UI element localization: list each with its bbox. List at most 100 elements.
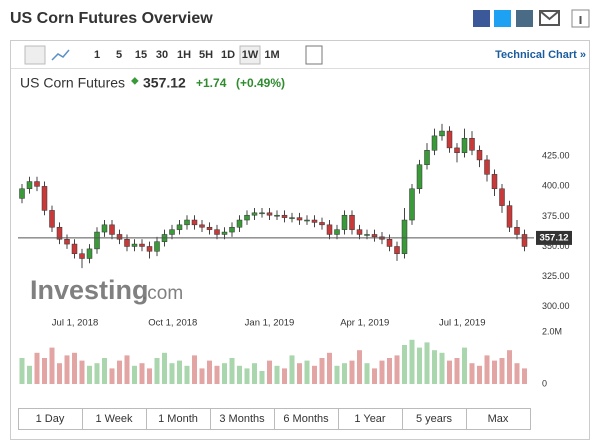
candle-body (484, 159, 490, 175)
candle-body (371, 234, 378, 238)
settings-button[interactable] (305, 45, 323, 65)
volume-bar (102, 358, 107, 384)
volume-bar (57, 363, 62, 384)
range-label[interactable]: 1 Month (158, 413, 198, 425)
volume-bar (132, 365, 137, 384)
volume-bar (424, 342, 430, 384)
candle-body (349, 214, 355, 230)
volume-bar (357, 350, 362, 384)
y-tick-label: 375.00 (542, 211, 570, 221)
last-price-label: 357.12 (539, 232, 568, 243)
up-arrow: ◆ (131, 76, 139, 87)
volume-bar (27, 365, 32, 384)
range-label[interactable]: 1 Week (95, 413, 133, 425)
interval-button[interactable]: 5H (199, 49, 213, 61)
candle-body (79, 253, 85, 259)
interval-button[interactable]: 1H (177, 49, 191, 61)
volume-bar (267, 360, 272, 384)
interval-button[interactable]: 1W (242, 49, 259, 61)
volume-bar (117, 360, 122, 384)
volume-bar (522, 368, 527, 384)
candle-body (199, 224, 205, 228)
volume-bar (124, 355, 130, 384)
candle-body (304, 219, 310, 222)
interval-button[interactable]: 1M (264, 49, 279, 61)
candle-body (139, 243, 145, 247)
candle-body (409, 188, 415, 221)
technical-chart-link[interactable]: Technical Chart » (495, 49, 586, 61)
volume-bar (312, 365, 317, 384)
line-mode-button[interactable] (51, 49, 70, 61)
range-label[interactable]: 3 Months (219, 413, 265, 425)
info-icon-bar (579, 16, 582, 24)
y-tick-label: 325.00 (542, 271, 570, 281)
candle-body (416, 164, 423, 190)
interval-button[interactable]: 5 (116, 49, 122, 61)
candle-body (124, 239, 130, 247)
volume-bar (387, 358, 392, 384)
candle-body (499, 188, 505, 206)
volume-bar (192, 355, 197, 384)
volume-bar (297, 363, 302, 384)
range-label[interactable]: 1 Year (354, 413, 386, 425)
range-button[interactable] (466, 408, 531, 430)
range-label[interactable]: 6 Months (283, 413, 329, 425)
interval-button[interactable]: 30 (156, 49, 168, 61)
candle-body (274, 214, 280, 217)
volume-bar (462, 347, 467, 384)
volume-bar (72, 352, 77, 384)
y-tick-label: 400.00 (542, 181, 570, 191)
candle-body (101, 224, 108, 233)
candle-body (266, 212, 273, 216)
facebook-icon[interactable] (473, 10, 490, 27)
twitter-icon[interactable] (494, 10, 511, 27)
interval-button[interactable]: 1 (94, 49, 100, 61)
candle-body (326, 224, 333, 235)
volume-bar (169, 363, 175, 384)
candle-body (356, 229, 363, 235)
candle-body (296, 217, 303, 221)
email-icon[interactable] (539, 10, 560, 26)
candle-body (146, 246, 153, 252)
candle-body (281, 214, 288, 218)
range-label[interactable]: 5 years (416, 413, 453, 425)
volume-bar (49, 347, 55, 384)
candle-body (491, 174, 498, 190)
volume-tick-label: 0 (542, 378, 547, 388)
volume-bar (514, 363, 520, 384)
volume-bar (34, 352, 40, 384)
volume-bar (94, 363, 100, 384)
candle-body (454, 147, 460, 153)
quote-change: +1.74 (196, 76, 227, 90)
volume-bar (19, 358, 25, 384)
candle-body (236, 219, 243, 228)
last-price-box (536, 230, 572, 245)
interval-button[interactable]: 1D (221, 49, 235, 61)
volume-bar (289, 355, 295, 384)
candle-mode-button[interactable] (24, 45, 46, 65)
candle-body (334, 229, 340, 235)
candle-body (154, 241, 160, 252)
quote-price: 357.12 (143, 75, 186, 91)
stocktwits-icon[interactable] (516, 10, 533, 27)
volume-bar (147, 368, 152, 384)
volume-bar (64, 355, 70, 384)
volume-bar (79, 360, 85, 384)
range-label[interactable]: Max (488, 413, 509, 425)
volume-bar (282, 368, 287, 384)
y-tick-label: 425.00 (542, 151, 570, 161)
interval-button[interactable]: 15 (135, 49, 147, 61)
candle-body (86, 248, 93, 259)
volume-bar (447, 360, 452, 384)
candle-body (71, 243, 78, 254)
range-label[interactable]: 1 Day (36, 413, 65, 425)
candle-body (394, 246, 400, 254)
volume-bar (319, 358, 325, 384)
volume-bar (364, 363, 370, 384)
volume-bar (372, 368, 377, 384)
x-tick-label: Jul 1, 2018 (52, 318, 98, 329)
volume-bar (469, 363, 475, 384)
volume-bar (42, 358, 47, 384)
quote-name: US Corn Futures (20, 75, 125, 91)
